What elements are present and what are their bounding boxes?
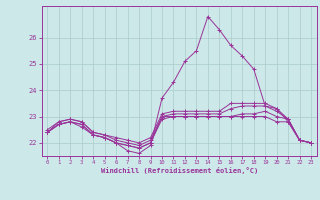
X-axis label: Windchill (Refroidissement éolien,°C): Windchill (Refroidissement éolien,°C)	[100, 167, 258, 174]
